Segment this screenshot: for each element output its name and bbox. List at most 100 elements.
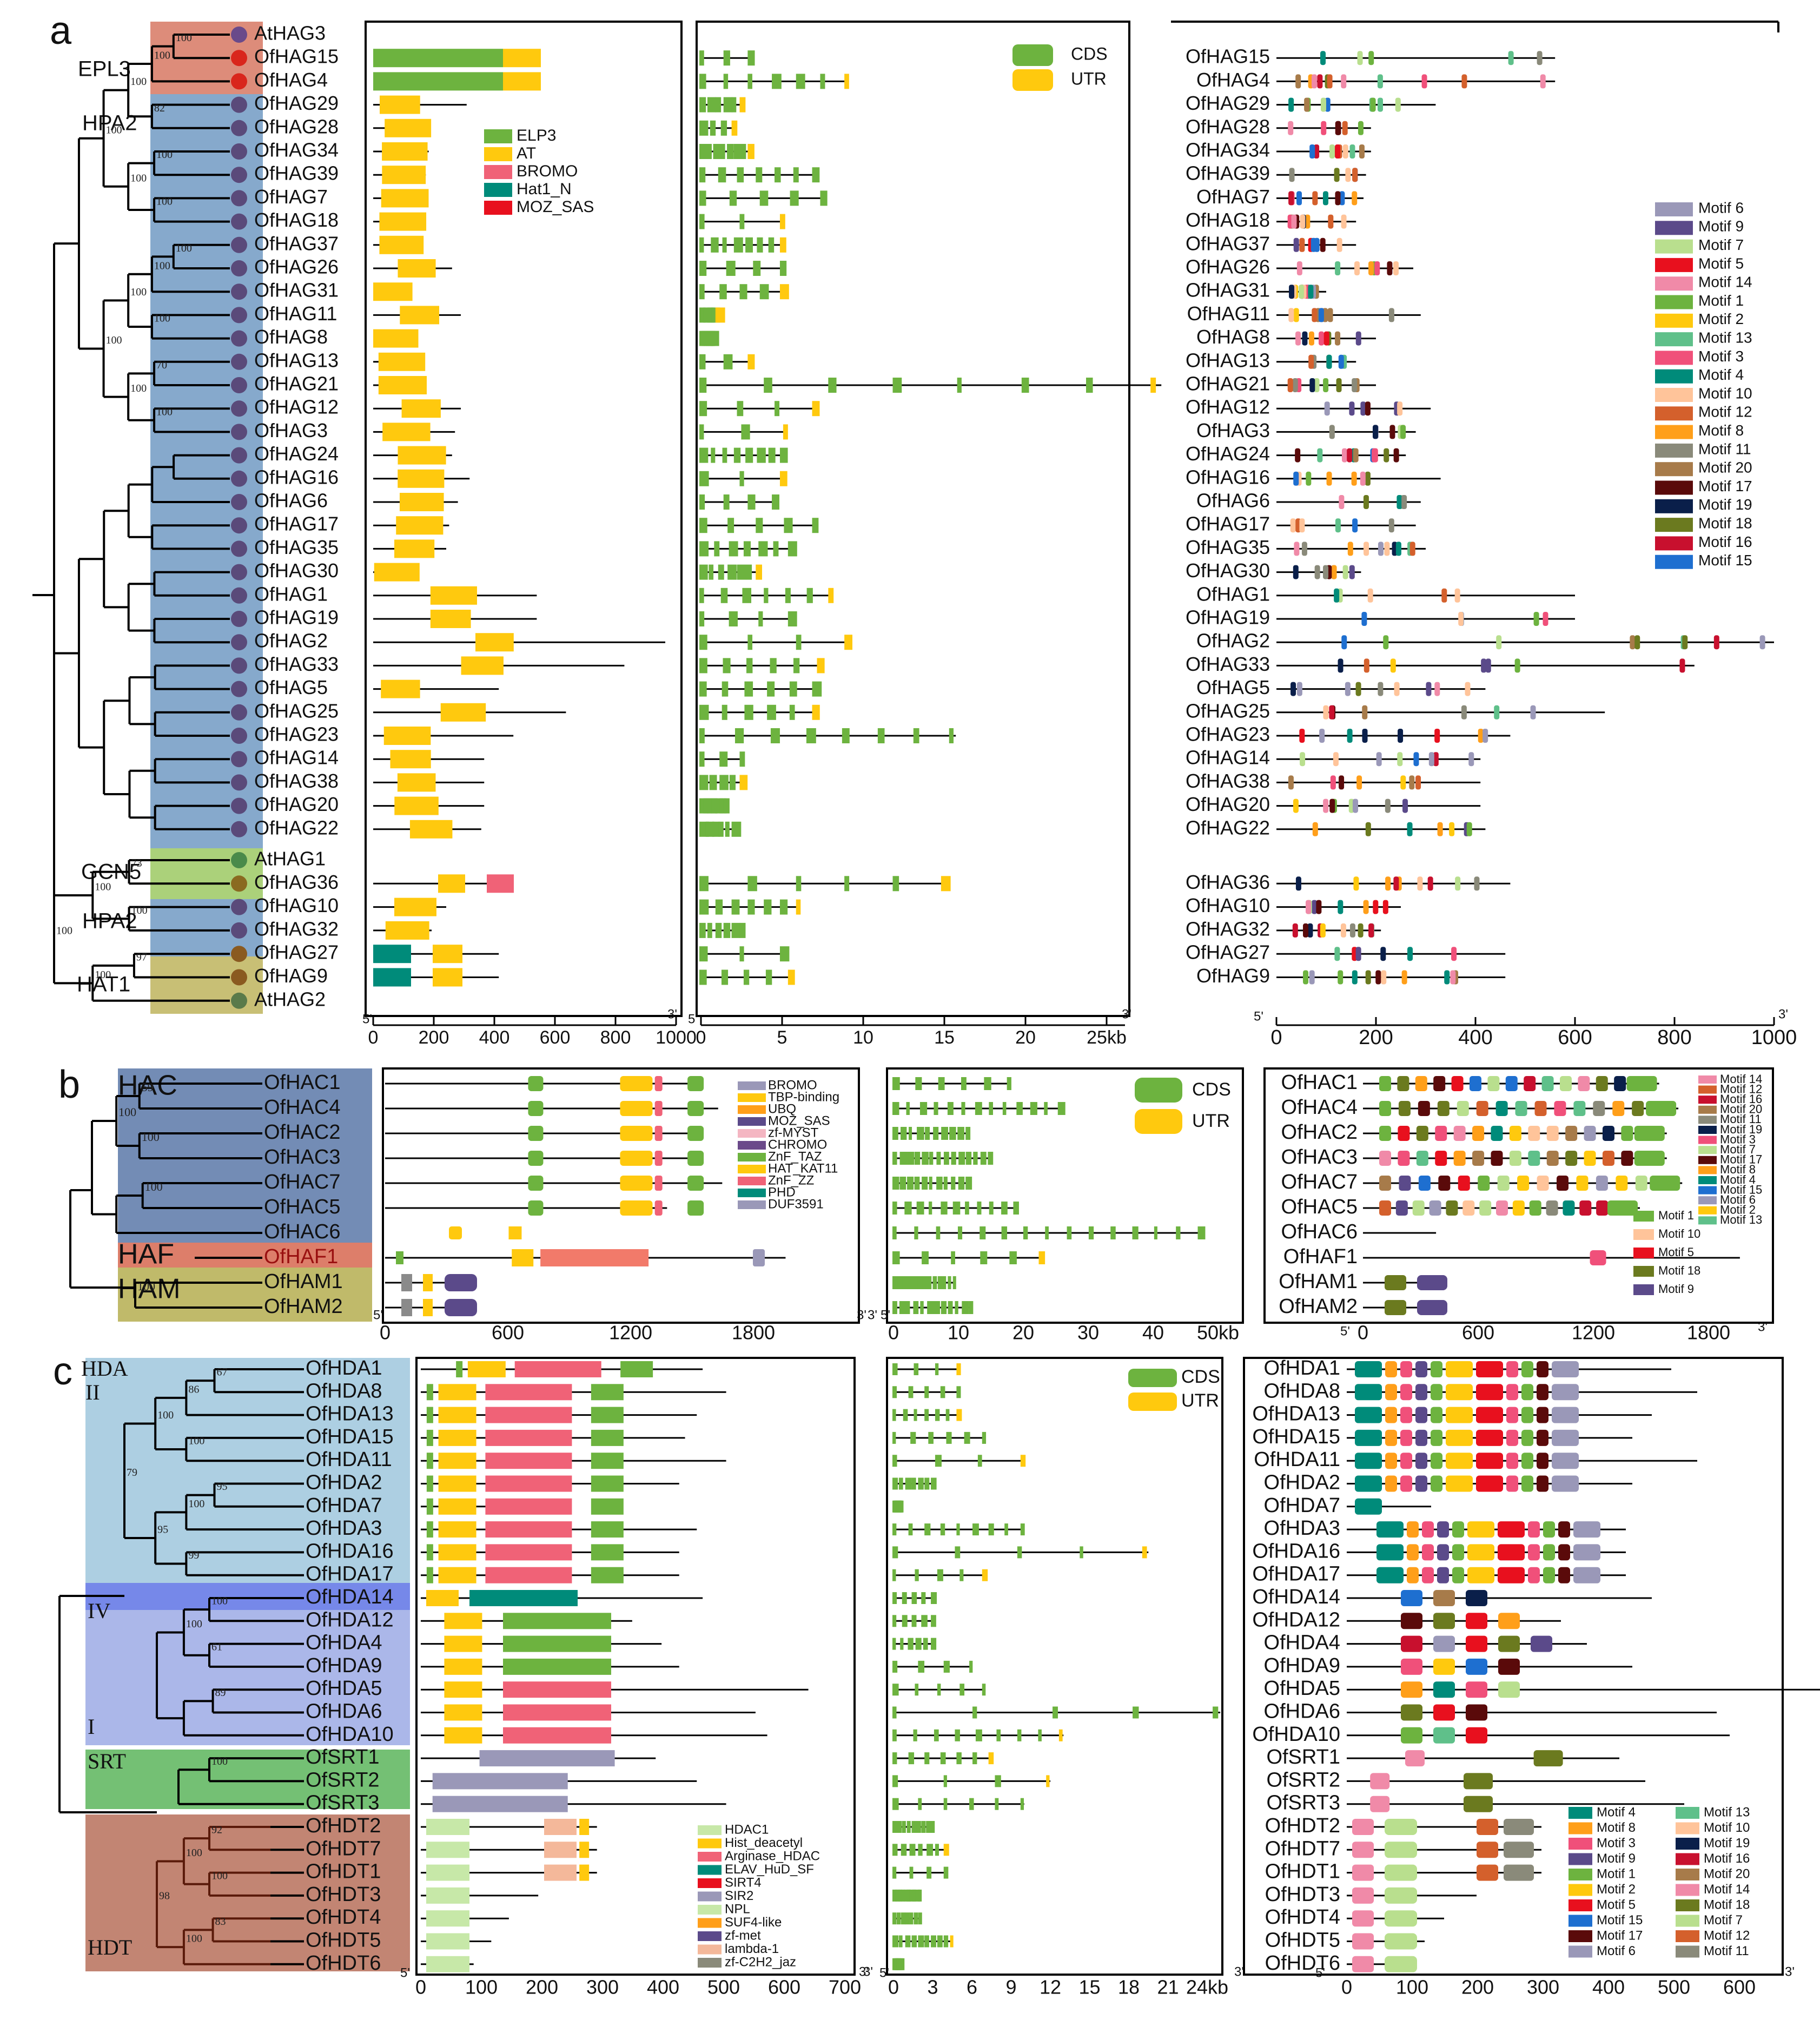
motif-mark xyxy=(1333,752,1339,767)
motif-mark xyxy=(1289,168,1295,182)
motif-mark xyxy=(1385,1910,1417,1927)
taxon-dot xyxy=(231,540,247,557)
gene-exon xyxy=(918,1477,924,1490)
motif-mark xyxy=(1364,542,1369,556)
gene-exon xyxy=(956,1523,960,1536)
gene-exon xyxy=(988,1752,994,1765)
gene-exon xyxy=(699,378,707,393)
taxon-dot xyxy=(231,681,247,697)
motif-legend-label: Motif 17 xyxy=(1720,1153,1762,1166)
gene-exon xyxy=(931,1615,936,1627)
gene-exon xyxy=(747,876,757,892)
motif-taxon-label: OfHAG35 xyxy=(1186,536,1270,558)
legend-utr: UTR xyxy=(1181,1390,1219,1411)
gene-exon xyxy=(956,1363,961,1375)
axis-tick-label: 200 xyxy=(419,1027,449,1048)
motif-legend-swatch xyxy=(1698,1105,1717,1114)
gene-exon xyxy=(707,97,716,113)
axis-tick-label: 800 xyxy=(600,1027,631,1048)
taxon-label: OfHAG28 xyxy=(254,115,339,137)
domain-at xyxy=(382,142,428,161)
motif-mark xyxy=(1293,798,1299,813)
taxon-dot xyxy=(231,657,247,674)
motif-mark xyxy=(1376,1544,1404,1561)
gene-exon xyxy=(914,1152,921,1165)
domain-block xyxy=(591,1498,624,1515)
domain-block xyxy=(438,1475,476,1492)
motif-taxon-label: OfHDA4 xyxy=(1264,1632,1340,1654)
motif-mark xyxy=(1312,822,1318,836)
motif-legend-swatch xyxy=(1676,1838,1699,1850)
tree-a-bootstrap: 100 xyxy=(154,260,170,272)
gene-exon xyxy=(720,588,728,603)
gene-exon xyxy=(731,97,737,113)
gene-exon xyxy=(715,97,722,113)
gene-exon xyxy=(950,1935,954,1948)
motif-mark xyxy=(1365,970,1371,985)
gene-exon xyxy=(922,1276,929,1289)
domain-block xyxy=(438,1384,476,1401)
gene-exon xyxy=(1176,1226,1181,1239)
gene-exon xyxy=(727,518,734,533)
axis-tick-label: 200 xyxy=(526,1976,558,1998)
motif-mark xyxy=(1322,191,1328,206)
motif-mark xyxy=(1341,74,1347,89)
axis-tick-label: 600 xyxy=(1462,1322,1494,1344)
gene-exon xyxy=(919,1102,928,1115)
gene-utr xyxy=(787,969,795,985)
gene-exon xyxy=(775,167,781,183)
gene-exon xyxy=(747,50,755,66)
motif-mark xyxy=(1385,1887,1417,1904)
three-prime: 3' xyxy=(863,1964,873,1979)
five-prime: 5' xyxy=(1315,1965,1325,1980)
motif-mark xyxy=(1446,1361,1473,1377)
motif-taxon-label: OfHAG14 xyxy=(1186,747,1270,769)
domain-block xyxy=(426,1407,433,1423)
motif-mark xyxy=(1308,285,1314,299)
motif-taxon-label: OfHAG33 xyxy=(1186,653,1270,675)
legend-utr: UTR xyxy=(1192,1111,1230,1131)
gene-exon xyxy=(909,1866,914,1879)
motif-mark xyxy=(1434,729,1440,743)
domain-block xyxy=(591,1429,624,1446)
gene-exon xyxy=(723,74,729,89)
motif-mark xyxy=(1476,1407,1503,1423)
gene-exon xyxy=(1053,1706,1058,1719)
domain-block xyxy=(508,1226,522,1239)
motif-mark xyxy=(1454,588,1460,603)
gene-exon xyxy=(731,899,740,915)
motif-mark xyxy=(1321,121,1327,135)
group-I: I xyxy=(88,1714,95,1739)
motif-taxon-label: OfHAG10 xyxy=(1186,894,1270,916)
motif-mark xyxy=(1496,1200,1508,1216)
taxon-dot xyxy=(231,447,247,464)
gene-exon xyxy=(699,518,707,533)
motif-mark xyxy=(1355,1407,1382,1423)
domain-block xyxy=(591,1384,624,1401)
tree-a-bootstrap: 100 xyxy=(130,172,147,184)
taxon-label: OfHDA1 xyxy=(306,1357,382,1380)
legend-label: SIR2 xyxy=(725,1889,753,1903)
domain-block xyxy=(485,1567,572,1583)
gene-exon xyxy=(940,1752,946,1765)
gene-exon xyxy=(706,144,712,159)
gene-exon xyxy=(715,899,723,915)
gene-utr xyxy=(779,471,787,486)
motif-legend-swatch xyxy=(1655,332,1693,347)
taxon-label: OfHDA13 xyxy=(306,1403,394,1426)
motif-mark xyxy=(1476,1361,1503,1377)
motif-taxon-label: OfHAG36 xyxy=(1186,871,1270,893)
tree-a-bootstrap: 100 xyxy=(176,242,192,254)
gene-exon xyxy=(844,876,850,892)
motif-mark xyxy=(1433,752,1439,767)
gene-utr xyxy=(739,97,746,113)
motif-mark xyxy=(1421,74,1427,89)
domain-block xyxy=(528,1200,544,1216)
group-II: II xyxy=(85,1380,100,1404)
domain-block xyxy=(438,1544,476,1561)
domain-at xyxy=(399,493,444,511)
motif-mark xyxy=(1364,658,1369,673)
motif-mark xyxy=(1352,168,1358,182)
gene-exon xyxy=(909,1889,915,1902)
motif-mark xyxy=(1352,378,1358,392)
